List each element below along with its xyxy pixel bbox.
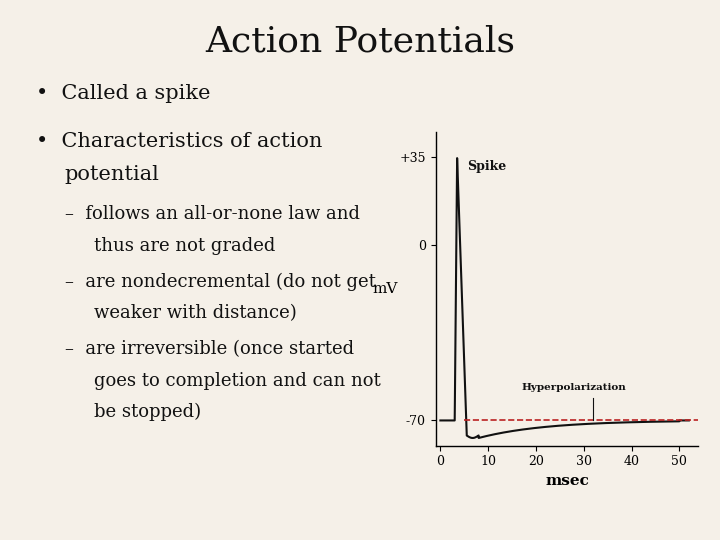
Text: Hyperpolarization: Hyperpolarization: [521, 383, 626, 393]
Text: •  Characteristics of action: • Characteristics of action: [36, 132, 323, 151]
Text: Spike: Spike: [467, 160, 506, 173]
X-axis label: msec: msec: [545, 474, 589, 488]
Text: thus are not graded: thus are not graded: [94, 237, 275, 254]
Text: Action Potentials: Action Potentials: [205, 24, 515, 58]
Text: potential: potential: [65, 165, 160, 184]
Text: •  Called a spike: • Called a spike: [36, 84, 210, 103]
Text: –  follows an all-or-none law and: – follows an all-or-none law and: [65, 205, 360, 223]
Text: weaker with distance): weaker with distance): [94, 304, 297, 322]
Text: goes to completion and can not: goes to completion and can not: [94, 372, 380, 389]
Text: be stopped): be stopped): [94, 403, 201, 421]
Text: –  are nondecremental (do not get: – are nondecremental (do not get: [65, 273, 376, 291]
Y-axis label: mV: mV: [373, 282, 398, 296]
Text: –  are irreversible (once started: – are irreversible (once started: [65, 340, 354, 358]
